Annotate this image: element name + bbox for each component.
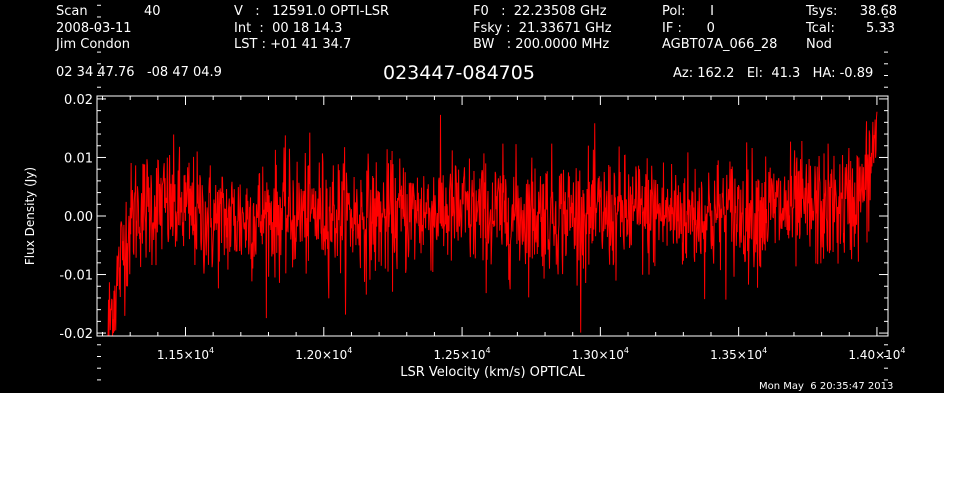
y-tick-label: -0.01 — [59, 269, 93, 284]
spectrum-line — [107, 111, 878, 337]
y-tick-label: 0.02 — [64, 93, 93, 108]
x-tick-label: 1.35×104 — [710, 346, 767, 362]
x-tick-label: 1.25×104 — [434, 346, 491, 362]
scan-label: Scan — [56, 4, 88, 19]
polarization: Pol: I — [662, 4, 714, 19]
x-tick-label: 1.30×104 — [572, 346, 629, 362]
spectrum-trace-layer — [107, 111, 878, 337]
tsys-value: 38.68 — [859, 4, 897, 19]
tcal-label: Tcal: — [806, 21, 835, 36]
y-tick-label: 0.00 — [64, 210, 93, 225]
sky-frequency: Fsky : 21.33671 GHz — [473, 21, 612, 36]
y-tick-label: -0.02 — [59, 327, 93, 342]
if-number: IF : 0 — [662, 21, 715, 36]
spectrum-chart: 1.15×104 1.20×104 1.25×104 1.30×104 1.35×104… — [23, 4, 906, 381]
switching-mode: Nod — [806, 37, 832, 52]
observation-date: 2008-03-11 — [56, 21, 132, 36]
timestamp: Mon May 6 20:35:47 2013 — [759, 381, 894, 392]
observer-name: Jim Condon — [56, 37, 130, 52]
x-tick-label: 1.20×104 — [295, 346, 352, 362]
x-tick-label: 1.15×104 — [157, 346, 214, 362]
axes: 1.15×104 1.20×104 1.25×104 1.30×104 1.35×104… — [59, 4, 906, 381]
source-coordinates: 02 34 47.76 -08 47 04.9 — [56, 65, 222, 80]
bandwidth: BW : 200.0000 MHz — [473, 37, 610, 52]
lst-readout: LST : +01 41 34.7 — [234, 37, 352, 52]
project-id: AGBT07A_066_28 — [662, 37, 778, 52]
velocity-readout: V : 12591.0 OPTI-LSR — [234, 4, 390, 19]
integration-time: Int : 00 18 14.3 — [234, 21, 343, 36]
scan-number: 40 — [144, 4, 161, 19]
pointing-readout: Az: 162.2 El: 41.3 HA: -0.89 — [673, 66, 874, 81]
x-axis-label: LSR Velocity (km/s) OPTICAL — [400, 365, 585, 380]
y-axis-label: Flux Density (Jy) — [23, 167, 37, 265]
x-tick-label: 1.40×104 — [848, 346, 905, 362]
source-name: 023447-084705 — [383, 62, 535, 84]
tsys-label: Tsys: — [806, 4, 838, 19]
y-tick-label: 0.01 — [64, 151, 93, 166]
tcal-value: 5.33 — [866, 21, 895, 36]
rest-frequency: F0 : 22.23508 GHz — [473, 4, 607, 19]
